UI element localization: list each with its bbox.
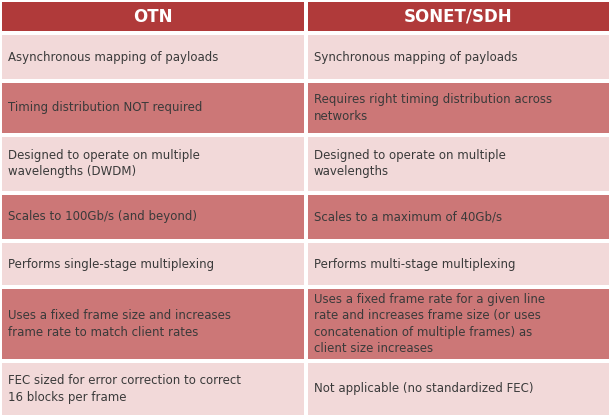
Text: Uses a fixed frame rate for a given line
rate and increases frame size (or uses
: Uses a fixed frame rate for a given line…: [313, 293, 544, 355]
Bar: [2, 289, 304, 359]
Text: Designed to operate on multiple
wavelengths (DWDM): Designed to operate on multiple waveleng…: [8, 149, 200, 178]
Text: Scales to 100Gb/s (and beyond): Scales to 100Gb/s (and beyond): [8, 210, 197, 223]
Bar: [2, 195, 304, 239]
Text: Timing distribution NOT required: Timing distribution NOT required: [8, 101, 202, 114]
Bar: [2, 363, 304, 415]
Bar: [2, 136, 304, 191]
Bar: [307, 289, 609, 359]
Bar: [307, 35, 609, 79]
Bar: [2, 35, 304, 79]
Text: Performs multi-stage multiplexing: Performs multi-stage multiplexing: [313, 258, 515, 271]
Bar: [307, 243, 609, 285]
Bar: [307, 195, 609, 239]
Text: OTN: OTN: [133, 8, 172, 25]
Text: Not applicable (no standardized FEC): Not applicable (no standardized FEC): [313, 382, 533, 395]
Text: Asynchronous mapping of payloads: Asynchronous mapping of payloads: [8, 51, 218, 64]
Text: Performs single-stage multiplexing: Performs single-stage multiplexing: [8, 258, 214, 271]
Text: FEC sized for error correction to correct
16 blocks per frame: FEC sized for error correction to correc…: [8, 374, 241, 404]
Text: Designed to operate on multiple
wavelengths: Designed to operate on multiple waveleng…: [313, 149, 505, 178]
Text: Requires right timing distribution across
networks: Requires right timing distribution acros…: [313, 93, 552, 123]
Text: Synchronous mapping of payloads: Synchronous mapping of payloads: [313, 51, 517, 64]
Bar: [307, 2, 609, 31]
Bar: [2, 243, 304, 285]
Text: SONET/SDH: SONET/SDH: [404, 8, 513, 25]
Text: Uses a fixed frame size and increases
frame rate to match client rates: Uses a fixed frame size and increases fr…: [8, 309, 231, 339]
Text: Scales to a maximum of 40Gb/s: Scales to a maximum of 40Gb/s: [313, 210, 502, 223]
Bar: [307, 83, 609, 133]
Bar: [307, 136, 609, 191]
Bar: [2, 83, 304, 133]
Bar: [307, 363, 609, 415]
Bar: [2, 2, 304, 31]
